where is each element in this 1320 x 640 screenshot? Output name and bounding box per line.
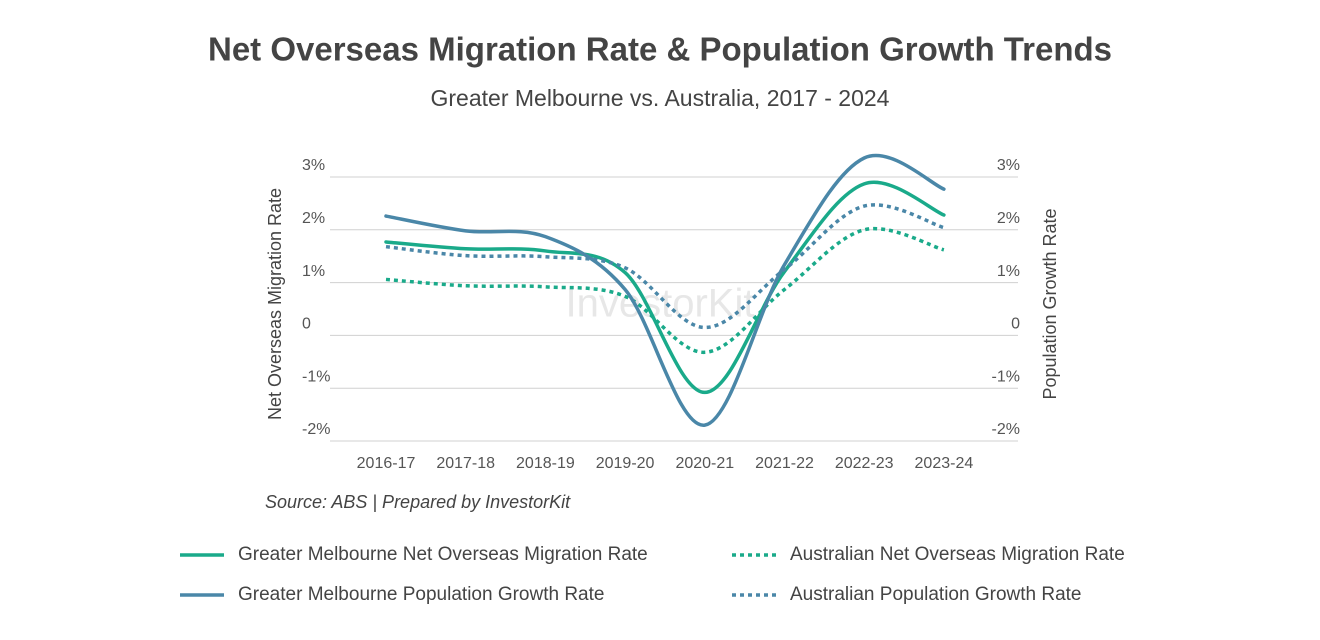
x-tick-label: 2020-21 — [675, 455, 734, 472]
x-tick-label: 2018-19 — [516, 455, 575, 472]
x-tick-label: 2022-23 — [835, 455, 894, 472]
series-line — [385, 203, 945, 330]
x-tick-label: 2017-18 — [436, 455, 495, 472]
chart-subtitle: Greater Melbourne vs. Australia, 2017 - … — [431, 85, 890, 111]
series-line — [385, 226, 945, 355]
y2-tick-label: 3% — [997, 157, 1020, 174]
y-tick-label: 2% — [302, 210, 325, 227]
y-tick-label: -1% — [302, 368, 330, 385]
y2-tick-label: 0 — [1011, 316, 1020, 333]
y-tick-label: 1% — [302, 263, 325, 280]
source-note: Source: ABS | Prepared by InvestorKit — [265, 492, 571, 512]
y-axis-label: Net Overseas Migration Rate — [265, 188, 285, 420]
y2-tick-label: 2% — [997, 210, 1020, 227]
y-tick-label: 3% — [302, 157, 325, 174]
legend-label: Greater Melbourne Population Growth Rate — [238, 584, 604, 605]
chart-title: Net Overseas Migration Rate & Population… — [208, 31, 1112, 68]
legend-label: Australian Net Overseas Migration Rate — [790, 544, 1125, 565]
x-tick-label: 2021-22 — [755, 455, 814, 472]
y2-tick-label: -2% — [992, 421, 1020, 438]
y-tick-label: 0 — [302, 316, 311, 333]
x-tick-label: 2023-24 — [915, 455, 974, 472]
legend-label: Greater Melbourne Net Overseas Migration… — [238, 544, 648, 565]
series-line — [384, 180, 946, 395]
y2-tick-label: -1% — [992, 368, 1020, 385]
legend-label: Australian Population Growth Rate — [790, 584, 1082, 605]
y2-tick-label: 1% — [997, 263, 1020, 280]
y2-axis-label: Population Growth Rate — [1040, 208, 1060, 399]
x-tick-label: 2016-17 — [357, 455, 416, 472]
series-line — [384, 153, 946, 427]
y-tick-label: -2% — [302, 421, 330, 438]
x-tick-label: 2019-20 — [596, 455, 655, 472]
